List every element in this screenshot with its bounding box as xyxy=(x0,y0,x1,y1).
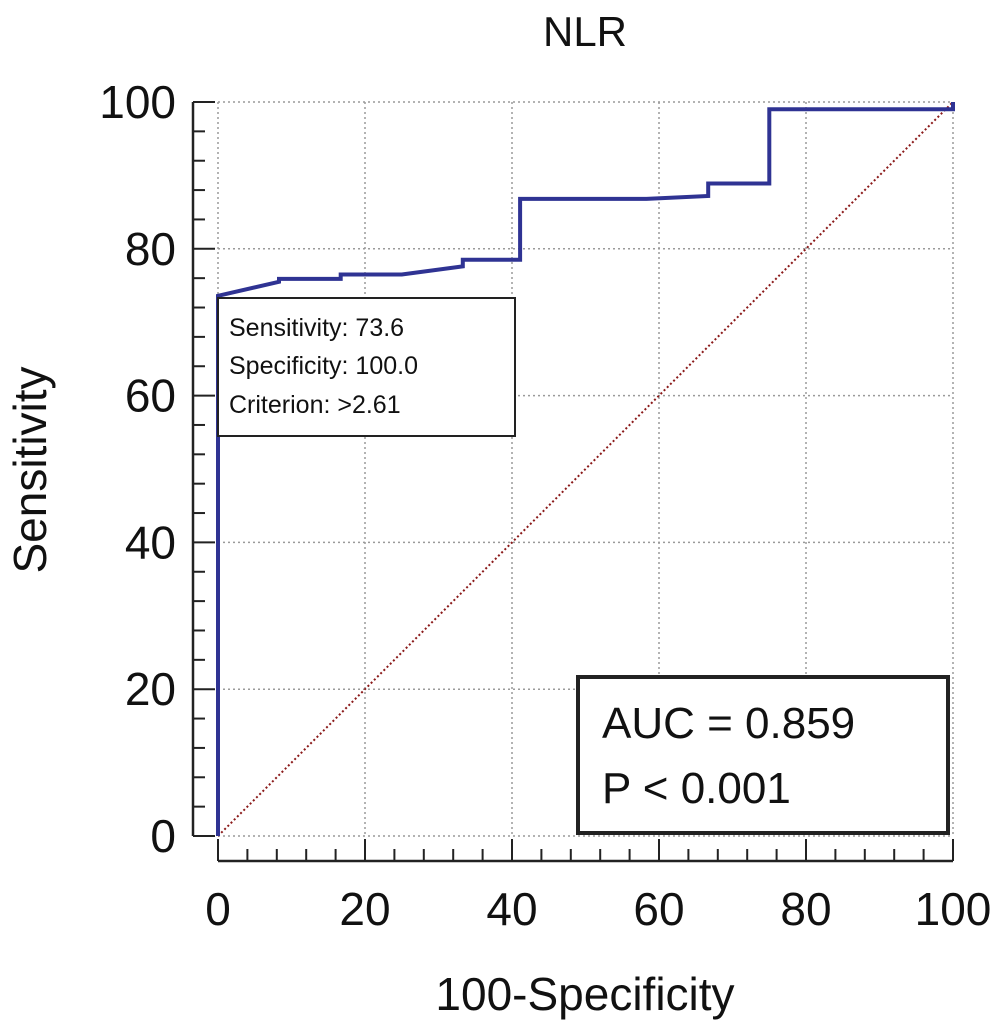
x-tick-label-1: 20 xyxy=(339,883,390,935)
x-tick-label-3: 60 xyxy=(633,883,684,935)
x-axis-label: 100-Specificity xyxy=(435,968,734,1020)
roc-curve xyxy=(216,102,955,836)
x-tick-label-5: 100 xyxy=(915,883,992,935)
axes: 0 20 40 60 80 100 0 20 40 60 80 100 xyxy=(99,76,991,935)
y-tick-label-1: 20 xyxy=(125,663,176,715)
auc-stats-box: AUC = 0.859 P < 0.001 xyxy=(576,675,950,835)
y-tick-label-0: 0 xyxy=(150,810,176,862)
chart-title: NLR xyxy=(543,8,627,55)
criterion-annotation-box: Sensitivity: 73.6 Specificity: 100.0 Cri… xyxy=(217,297,516,437)
auc-box-frame xyxy=(576,675,950,835)
criterion-value: Criterion: >2.61 xyxy=(229,391,401,419)
y-tick-label-5: 100 xyxy=(99,76,176,128)
criterion-box-frame xyxy=(217,297,516,437)
criterion-sensitivity: Sensitivity: 73.6 xyxy=(229,314,404,342)
y-axis-label: Sensitivity xyxy=(4,366,56,573)
reference-diagonal xyxy=(217,101,954,837)
x-tick-label-0: 0 xyxy=(205,883,231,935)
y-tick-label-2: 40 xyxy=(125,516,176,568)
auc-value: AUC = 0.859 xyxy=(602,699,855,748)
criterion-specificity: Specificity: 100.0 xyxy=(229,352,418,380)
y-tick-label-4: 80 xyxy=(125,223,176,275)
p-value: P < 0.001 xyxy=(602,764,791,813)
x-tick-label-4: 80 xyxy=(780,883,831,935)
x-tick-label-2: 40 xyxy=(486,883,537,935)
series-layer xyxy=(216,101,955,837)
y-tick-label-3: 60 xyxy=(125,370,176,422)
